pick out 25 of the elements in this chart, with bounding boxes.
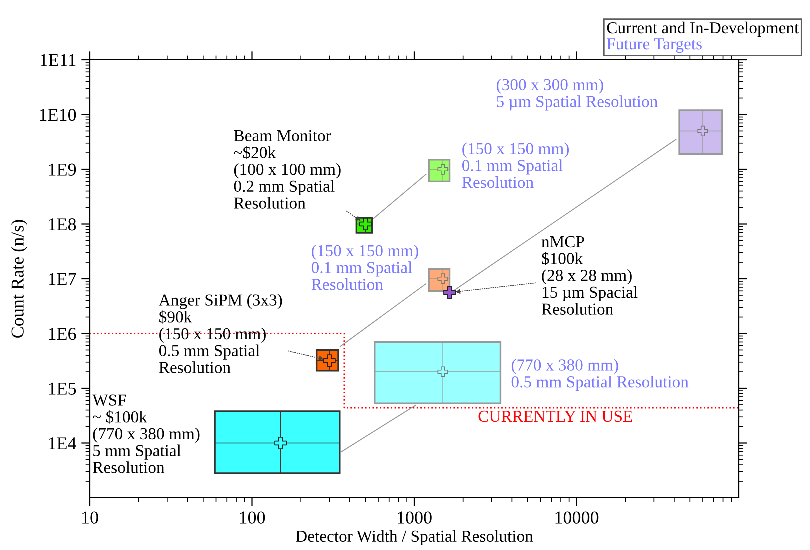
x-tick-label: 1000 bbox=[398, 512, 432, 524]
annotation: (150 x 150 mm) 0.1 mm Spatial Resolution bbox=[312, 244, 418, 290]
annotation: Anger SiPM (3x3) $90k (150 x 150 mm) 0.5 mm Spatial Resolution bbox=[158, 294, 282, 374]
annotation: nMCP $100k (28 x 28 mm) 15 µm Spacial Resolution bbox=[542, 236, 638, 315]
x-tick-label: 10000 bbox=[556, 512, 599, 524]
x-axis-title: Detector Width / Spatial Resolution bbox=[296, 530, 534, 546]
annotation: Beam Monitor ~$20k (100 x 100 mm) 0.2 mm Spatial Resolution bbox=[234, 130, 341, 209]
y-tick-label: 1E10 bbox=[40, 109, 76, 122]
y-tick-label: 1E6 bbox=[49, 328, 76, 340]
annotation: (150 x 150 mm) 0.1 mm Spatial Resolution bbox=[462, 142, 570, 188]
y-tick-label: 1E4 bbox=[49, 438, 77, 450]
y-tick-label: 1E9 bbox=[49, 164, 76, 176]
x-tick-label: 10 bbox=[82, 512, 98, 524]
y-tick-label: 1E8 bbox=[49, 218, 76, 231]
y-tick-label: 1E11 bbox=[40, 54, 76, 66]
y-tick-label: 1E5 bbox=[49, 382, 76, 395]
y-axis-title: Count Rate (n/s) bbox=[11, 220, 28, 338]
annotation: CURRENTLY IN USE bbox=[478, 410, 632, 422]
annotation: WSF ~ $100k (770 x 380 mm) 5 mm Spatial Resolution bbox=[92, 394, 200, 474]
annotation: (300 x 300 mm) 5 µm Spatial Resolution bbox=[497, 78, 658, 111]
y-tick-label: 1E7 bbox=[49, 273, 76, 286]
text: Future Targets bbox=[607, 38, 702, 54]
text: Current and In-Development bbox=[607, 22, 800, 38]
annotation: (770 x 380 mm) 0.5 mm Spatial Resolution bbox=[512, 359, 689, 392]
x-tick-label: 100 bbox=[240, 512, 266, 524]
